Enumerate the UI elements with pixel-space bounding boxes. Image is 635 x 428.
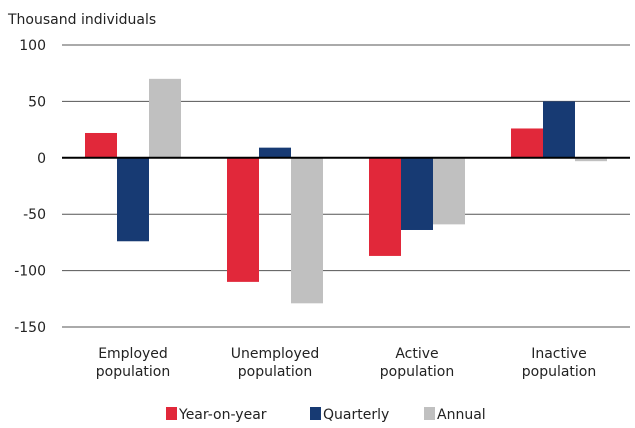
y-tick-label: 0: [37, 151, 46, 167]
category-label: Unemployed: [231, 346, 320, 362]
category-label: population: [96, 364, 171, 380]
bar-year-on-year-3: [511, 128, 543, 158]
y-tick-label: -100: [14, 264, 46, 280]
bar-year-on-year-2: [369, 157, 401, 256]
legend-label: Year-on-year: [178, 407, 267, 423]
bars: [85, 78, 607, 304]
legend: Year-on-year Quarterly Annual: [166, 407, 486, 423]
bar-year-on-year-0: [85, 132, 117, 158]
category-labels: Employed population Unemployed population Ac…: [96, 346, 597, 380]
category-label: Employed: [98, 346, 168, 362]
category-label: population: [238, 364, 313, 380]
bar-annual-0: [149, 78, 181, 158]
bar-quarterly-1: [259, 147, 291, 158]
y-tick-label: 50: [28, 94, 46, 110]
legend-swatch: [424, 407, 435, 420]
legend-swatch: [310, 407, 321, 420]
category-label: population: [380, 364, 455, 380]
bar-quarterly-0: [117, 157, 149, 242]
y-tick-label: -150: [14, 320, 46, 336]
y-tick-labels: 100 50 0 -50 -100 -150: [14, 38, 46, 336]
bar-annual-2: [433, 157, 465, 225]
category-label: Inactive: [531, 346, 587, 362]
bar-quarterly-2: [401, 157, 433, 230]
bar-annual-1: [291, 157, 323, 304]
y-tick-label: 100: [19, 38, 46, 54]
y-tick-label: -50: [23, 207, 46, 223]
bar-year-on-year-1: [227, 157, 259, 282]
category-label: population: [522, 364, 597, 380]
bar-annual-3: [575, 157, 607, 162]
category-label: Active: [395, 346, 438, 362]
legend-label: Annual: [437, 407, 486, 423]
bar-quarterly-3: [543, 101, 575, 158]
legend-label: Quarterly: [323, 407, 389, 423]
y-axis-unit-label: Thousand individuals: [7, 12, 156, 28]
legend-swatch: [166, 407, 177, 420]
